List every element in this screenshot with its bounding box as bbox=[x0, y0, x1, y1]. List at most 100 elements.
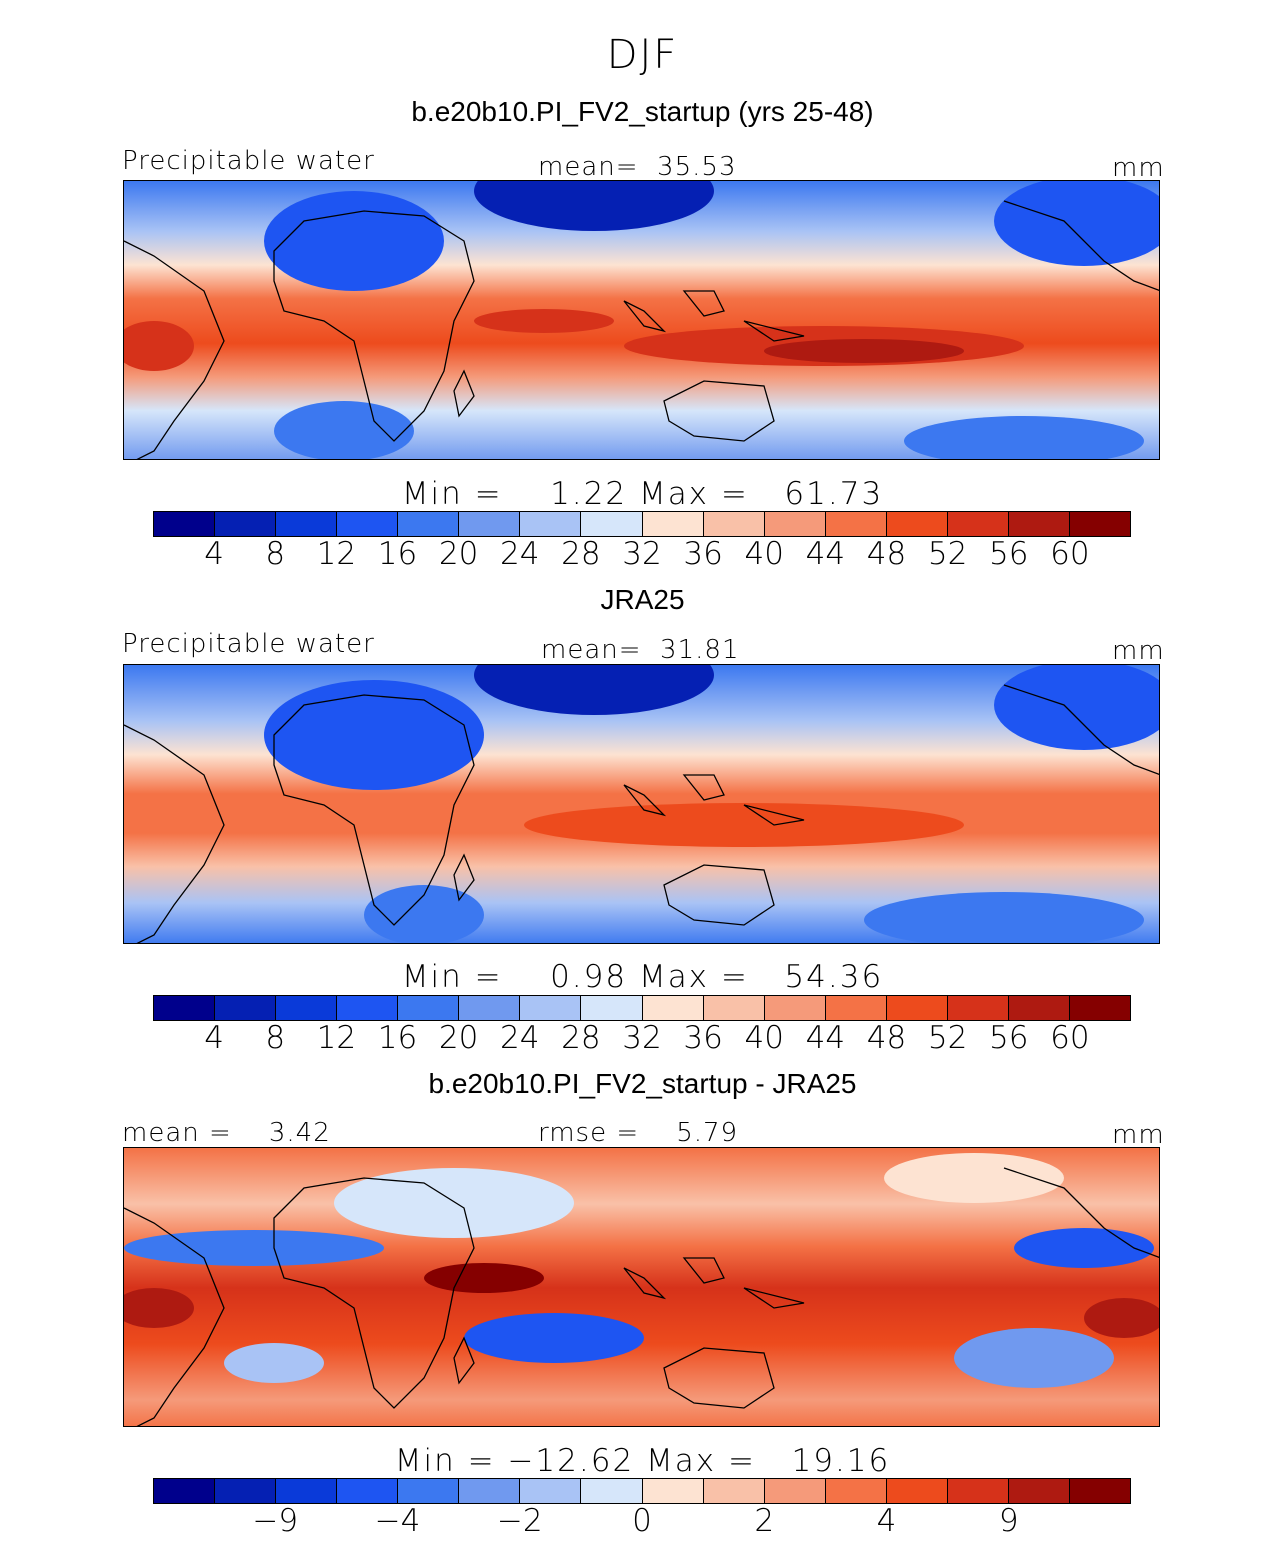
colorbar-swatch bbox=[825, 996, 887, 1020]
colorbar-tick-label: 52 bbox=[927, 536, 968, 572]
colorbar-swatch bbox=[215, 996, 277, 1020]
colorbar-tick-label: −2 bbox=[496, 1503, 543, 1539]
panel-variable-label: Precipitable water bbox=[122, 629, 375, 659]
colorbar-swatch bbox=[642, 512, 704, 536]
panel-units-label: mm bbox=[1112, 153, 1165, 183]
panel-mean-label: mean = 3.42 bbox=[122, 1118, 331, 1148]
colorbar-tick-label: 2 bbox=[754, 1503, 775, 1539]
colorbar-tick-label: 36 bbox=[683, 1020, 723, 1056]
colorbar-tick-label: 20 bbox=[438, 536, 479, 572]
colorbar bbox=[153, 511, 1131, 537]
colorbar-tick-label: 16 bbox=[377, 536, 418, 572]
colorbar-tick-label: −4 bbox=[374, 1503, 421, 1539]
colorbar-swatch bbox=[764, 996, 826, 1020]
colorbar-tick-labels: 4 8 12 16 20 24 28 32 36 40 44 48 52 56 60 bbox=[153, 536, 1131, 576]
colorbar-tick-label: −9 bbox=[252, 1503, 299, 1539]
panel-minmax-label: Min = 0.98 Max = 54.36 bbox=[401, 959, 884, 995]
colorbar-swatch bbox=[1008, 1479, 1070, 1503]
panel-mean-label: mean= 35.53 bbox=[538, 152, 737, 182]
colorbar-tick-label: 40 bbox=[744, 1020, 784, 1056]
colorbar-swatch bbox=[520, 512, 582, 536]
colorbar-swatch bbox=[764, 512, 826, 536]
colorbar-swatch bbox=[276, 996, 338, 1020]
colorbar-swatch bbox=[459, 1479, 521, 1503]
colorbar-swatch bbox=[886, 1479, 948, 1503]
colorbar-tick-label: 56 bbox=[989, 1020, 1029, 1056]
colorbar-tick-label: 40 bbox=[744, 536, 784, 572]
colorbar-swatch bbox=[1069, 996, 1130, 1020]
colorbar-swatch bbox=[947, 1479, 1009, 1503]
panel-title-model: b.e20b10.PI_FV2_startup (yrs 25-48) bbox=[411, 96, 874, 127]
colorbar-tick-label: 48 bbox=[866, 1020, 907, 1056]
colorbar-swatch bbox=[276, 512, 338, 536]
colorbar-swatch bbox=[398, 996, 460, 1020]
panel-rmse-label: rmse = 5.79 bbox=[538, 1118, 739, 1148]
colorbar-swatch bbox=[276, 1479, 338, 1503]
colorbar-tick-label: 56 bbox=[989, 536, 1029, 572]
colorbar-swatch bbox=[337, 512, 399, 536]
colorbar-swatch bbox=[947, 512, 1009, 536]
colorbar-tick-label: 8 bbox=[265, 536, 286, 572]
colorbar-swatch bbox=[1008, 512, 1070, 536]
colorbar-tick-label: 12 bbox=[316, 1020, 357, 1056]
colorbar-swatch bbox=[703, 996, 765, 1020]
colorbar bbox=[153, 1478, 1131, 1504]
colorbar-swatch bbox=[398, 1479, 460, 1503]
colorbar-swatch bbox=[1069, 1479, 1130, 1503]
colorbar-swatch bbox=[581, 1479, 643, 1503]
panel-units-label: mm bbox=[1112, 1120, 1165, 1150]
colorbar-tick-label: 32 bbox=[622, 536, 662, 572]
colorbar-swatch bbox=[642, 996, 704, 1020]
colorbar-tick-label: 36 bbox=[683, 536, 723, 572]
colorbar-tick-label: 32 bbox=[622, 1020, 662, 1056]
colorbar-swatch bbox=[520, 1479, 582, 1503]
colorbar-tick-label: 20 bbox=[438, 1020, 479, 1056]
colorbar-tick-label: 44 bbox=[805, 1020, 846, 1056]
colorbar-swatch bbox=[581, 512, 643, 536]
panel-variable-label: Precipitable water bbox=[122, 146, 375, 176]
map-difference-precipitable-water bbox=[123, 1147, 1160, 1427]
colorbar-swatch bbox=[459, 996, 521, 1020]
colorbar-swatch bbox=[825, 512, 887, 536]
colorbar-tick-label: 16 bbox=[377, 1020, 418, 1056]
colorbar-tick-labels: 4 8 12 16 20 24 28 32 36 40 44 48 52 56 60 bbox=[153, 1020, 1131, 1060]
colorbar-swatch bbox=[703, 512, 765, 536]
panel-units-label: mm bbox=[1112, 636, 1165, 666]
colorbar-swatch bbox=[337, 996, 399, 1020]
map-obs-precipitable-water bbox=[123, 664, 1160, 944]
colorbar-swatch bbox=[825, 1479, 887, 1503]
colorbar-swatch bbox=[886, 996, 948, 1020]
panel-minmax-label: Min = −12.62 Max = 19.16 bbox=[394, 1443, 891, 1479]
map-model-precipitable-water bbox=[123, 180, 1160, 460]
season-title: DJF bbox=[606, 32, 679, 78]
colorbar-swatch bbox=[581, 996, 643, 1020]
colorbar-swatch bbox=[703, 1479, 765, 1503]
colorbar-tick-label: 24 bbox=[500, 536, 540, 572]
colorbar-tick-label: 8 bbox=[265, 1020, 286, 1056]
colorbar-tick-label: 4 bbox=[876, 1503, 897, 1539]
colorbar-tick-label: 4 bbox=[204, 536, 224, 572]
colorbar-tick-label: 4 bbox=[204, 1020, 224, 1056]
colorbar-tick-label: 48 bbox=[866, 536, 907, 572]
panel-minmax-label: Min = 1.22 Max = 61.73 bbox=[401, 476, 884, 512]
colorbar-tick-label: 9 bbox=[998, 1503, 1019, 1539]
colorbar-tick-label: 12 bbox=[316, 536, 357, 572]
panel-mean-label: mean= 31.81 bbox=[541, 635, 740, 665]
colorbar-tick-label: 60 bbox=[1050, 1020, 1090, 1056]
colorbar-tick-label: 28 bbox=[561, 1020, 601, 1056]
colorbar-swatch bbox=[154, 1479, 216, 1503]
colorbar-tick-label: 44 bbox=[805, 536, 846, 572]
colorbar-swatch bbox=[520, 996, 582, 1020]
colorbar-swatch bbox=[1008, 996, 1070, 1020]
colorbar-swatch bbox=[459, 512, 521, 536]
colorbar-swatch bbox=[154, 512, 216, 536]
colorbar-tick-label: 24 bbox=[500, 1020, 540, 1056]
colorbar-swatch bbox=[1069, 512, 1130, 536]
colorbar-tick-label: 28 bbox=[561, 536, 601, 572]
colorbar-swatch bbox=[154, 996, 216, 1020]
panel-title-difference: b.e20b10.PI_FV2_startup - JRA25 bbox=[428, 1068, 857, 1099]
colorbar-tick-label: 0 bbox=[632, 1503, 652, 1539]
colorbar-tick-labels: −9 −4 −2 0 2 4 9 bbox=[153, 1503, 1131, 1543]
colorbar-tick-label: 60 bbox=[1050, 536, 1090, 572]
colorbar bbox=[153, 995, 1131, 1021]
